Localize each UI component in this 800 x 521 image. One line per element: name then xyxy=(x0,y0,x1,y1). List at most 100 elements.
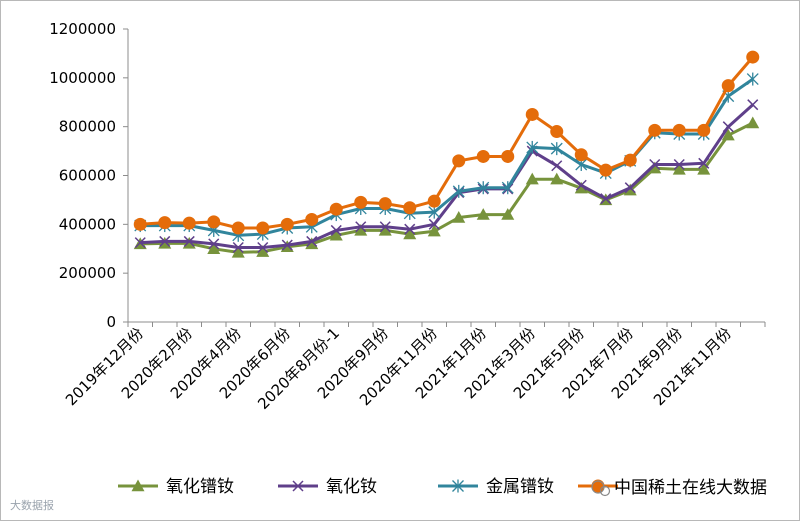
data-point xyxy=(403,201,417,215)
watermark-bottom-right: 中国稀土在线大数据 xyxy=(614,478,767,498)
data-point xyxy=(623,153,637,167)
legend-label: 氧化镨钕 xyxy=(166,477,234,497)
series-3 xyxy=(133,50,760,235)
data-point-stroke xyxy=(722,121,734,133)
data-point xyxy=(329,228,343,241)
data-point-stroke xyxy=(649,158,661,171)
data-point xyxy=(574,148,588,162)
data-point xyxy=(599,163,613,177)
data-point xyxy=(526,140,539,154)
data-point xyxy=(697,123,711,137)
data-point xyxy=(329,202,343,216)
series-layer xyxy=(133,50,760,258)
data-point xyxy=(159,235,171,247)
y-tick-label: 400000 xyxy=(59,215,116,233)
data-point xyxy=(672,123,686,137)
data-point xyxy=(746,50,760,64)
data-point-stroke xyxy=(624,182,636,194)
data-point xyxy=(672,162,686,175)
data-point xyxy=(379,221,391,233)
data-point xyxy=(280,217,294,231)
legend-item: 氧化镨钕 xyxy=(118,477,234,497)
data-point xyxy=(648,161,662,174)
data-point xyxy=(452,184,465,198)
data-point-stroke xyxy=(355,221,367,233)
legend-marker xyxy=(131,479,145,492)
y-tick-label: 1000000 xyxy=(49,69,116,87)
data-point xyxy=(574,181,588,194)
data-point-stroke xyxy=(257,241,269,254)
legend-item: 金属镨钕 xyxy=(438,477,554,497)
data-point xyxy=(452,210,466,223)
data-point xyxy=(256,245,270,257)
data-point xyxy=(477,181,490,195)
data-point xyxy=(501,181,514,195)
data-point xyxy=(648,123,662,137)
data-point xyxy=(257,241,269,254)
data-point xyxy=(183,235,195,247)
data-point xyxy=(134,237,146,249)
data-point xyxy=(673,158,685,171)
data-point-stroke xyxy=(575,179,587,191)
data-point xyxy=(306,235,318,247)
data-point xyxy=(182,216,196,230)
data-point xyxy=(624,182,636,194)
data-point xyxy=(207,242,221,254)
data-point xyxy=(305,212,319,226)
data-point xyxy=(207,215,221,229)
data-point xyxy=(403,227,417,240)
data-point xyxy=(232,241,244,254)
data-point-stroke xyxy=(159,235,171,247)
data-point xyxy=(525,172,539,185)
data-point xyxy=(355,221,367,233)
data-point xyxy=(231,221,245,235)
data-point xyxy=(476,208,490,220)
data-point xyxy=(550,125,564,139)
watermarks: 大数据报 中国稀土在线大数据 xyxy=(10,478,767,512)
data-point xyxy=(404,223,416,235)
legend-marker xyxy=(452,479,464,493)
data-point xyxy=(746,116,760,129)
data-point xyxy=(427,224,441,237)
data-point xyxy=(551,160,563,172)
data-point-stroke xyxy=(379,221,391,233)
data-point xyxy=(525,107,539,121)
data-point-stroke xyxy=(306,235,318,247)
legend-marker xyxy=(292,480,304,492)
legend-item: 氧化钕 xyxy=(278,477,377,497)
y-tick-label: 1200000 xyxy=(49,20,116,38)
data-point xyxy=(550,142,563,156)
data-point xyxy=(550,172,564,185)
legend-label: 氧化钕 xyxy=(326,477,377,497)
data-point xyxy=(354,223,368,236)
data-point xyxy=(428,205,441,219)
data-point xyxy=(281,239,293,251)
data-point-stroke xyxy=(600,193,612,205)
data-point-stroke xyxy=(134,237,146,249)
y-axis: 0 200000 400000 600000 800000 1000000 1200000 xyxy=(49,20,129,331)
data-point xyxy=(378,197,392,211)
legend: 氧化镨钕 氧化钕 金属镨钕 xyxy=(118,477,618,497)
data-point-stroke xyxy=(428,218,440,230)
data-point xyxy=(476,149,490,163)
data-point-stroke xyxy=(747,99,759,111)
y-tick-label: 800000 xyxy=(59,118,116,136)
data-point xyxy=(722,121,734,133)
data-point xyxy=(256,221,270,235)
y-tick-label: 0 xyxy=(106,313,116,331)
data-point xyxy=(721,79,735,93)
data-point xyxy=(747,99,759,111)
data-point xyxy=(698,157,710,169)
y-tick-label: 600000 xyxy=(59,167,116,185)
data-point xyxy=(378,223,392,236)
data-point-stroke xyxy=(673,158,685,171)
data-point xyxy=(452,154,466,168)
data-point xyxy=(697,162,711,175)
data-point-stroke xyxy=(551,160,563,172)
data-point xyxy=(330,224,342,236)
wechat-icon xyxy=(591,480,611,497)
data-point-stroke xyxy=(208,238,220,250)
